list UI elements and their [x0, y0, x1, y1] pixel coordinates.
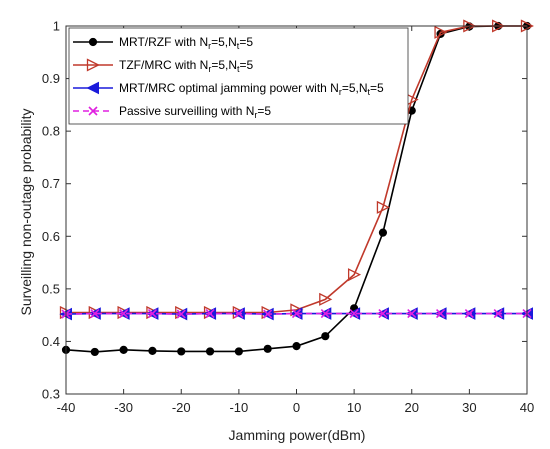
legend-text-part: =5 [239, 35, 253, 49]
legend-marker [86, 58, 100, 72]
legend-text-part: Passive surveilling with N [119, 104, 254, 118]
x-tick-label: 10 [347, 400, 361, 415]
data-point [376, 200, 390, 214]
data-point [434, 25, 448, 39]
y-tick-label: 0.9 [42, 71, 60, 86]
legend-text-part: =5 [240, 58, 254, 72]
data-point [177, 347, 186, 356]
data-point [263, 309, 273, 319]
legend-text-part: =5,N [342, 81, 368, 95]
data-point [119, 345, 128, 354]
data-point [205, 347, 215, 356]
data-point [378, 309, 388, 319]
y-tick-label: 0.4 [42, 334, 60, 349]
legend-subscript: r [254, 110, 257, 120]
legend-subscript: t [237, 41, 240, 51]
data-point [90, 347, 99, 357]
legend-text-part: MRT/MRC optimal jamming power with N [119, 81, 339, 95]
data-point [493, 309, 503, 319]
legend-subscript: r [339, 87, 342, 97]
y-axis-label: Surveilling non-outage probability [18, 108, 34, 315]
data-point [205, 309, 215, 319]
data-point [435, 309, 446, 319]
data-point [263, 344, 272, 353]
y-tick-label: 0.7 [42, 176, 60, 191]
x-tick-label: 20 [405, 400, 419, 415]
series-line [66, 25, 527, 314]
legend-text-part: MRT/RZF with N [119, 35, 208, 49]
legend-text-part: =5 [257, 104, 271, 118]
data-point [148, 346, 157, 355]
y-tick-label: 1 [53, 19, 60, 34]
x-tick-label: 40 [520, 400, 534, 415]
data-point [234, 309, 244, 319]
data-point [147, 309, 158, 319]
x-tick-label: 0 [293, 400, 300, 415]
legend-text-part: =5,N [211, 58, 237, 72]
data-point [319, 292, 333, 306]
data-point [234, 347, 243, 356]
legend-subscript: t [368, 87, 371, 97]
legend-text-part: =5 [370, 81, 384, 95]
legend-marker [88, 37, 98, 47]
legend-text-part: =5,N [211, 35, 237, 49]
data-point [321, 332, 330, 341]
legend-subscript: r [208, 41, 211, 51]
x-tick-label: -30 [114, 400, 133, 415]
y-tick-label: 0.3 [42, 387, 60, 402]
data-point [292, 342, 301, 351]
legend-entry-text: MRT/RZF with Nr=5,Nt=5 [119, 35, 253, 51]
legend-entry-text: Passive surveilling with Nr=5 [119, 104, 271, 120]
plot-frame [65, 25, 528, 395]
data-point [407, 309, 417, 319]
y-tick-label: 0.5 [42, 281, 60, 296]
legend-marker [88, 106, 98, 116]
data-point [349, 309, 359, 319]
legend-text-part: TZF/MRC with N [119, 58, 208, 72]
y-tick-label: 0.8 [42, 124, 60, 139]
data-point [464, 309, 474, 319]
x-tick-label: -10 [229, 400, 248, 415]
x-tick-label: 30 [462, 400, 476, 415]
series-4 [61, 309, 532, 319]
x-tick-label: -20 [172, 400, 191, 415]
x-axis-label: Jamming power(dBm) [229, 427, 366, 443]
data-point [119, 309, 129, 319]
data-point [90, 309, 100, 319]
x-tick-label: -40 [57, 400, 76, 415]
legend-entry-text: TZF/MRC with Nr=5,Nt=5 [119, 58, 254, 74]
legend-marker [86, 81, 99, 95]
data-point [176, 309, 186, 319]
y-tick-label: 0.6 [42, 229, 60, 244]
legend-box [68, 27, 409, 125]
data-point [291, 309, 302, 319]
legend-subscript: t [237, 64, 240, 74]
series-2 [59, 19, 534, 320]
data-point [378, 228, 388, 237]
data-point [347, 268, 362, 282]
legend-entry-text: MRT/MRC optimal jamming power with Nr=5,… [119, 81, 384, 97]
legend-subscript: r [208, 64, 211, 74]
axes-layer: -40 -30 -20 -10 0 10 20 30 40 0.3 0.4 0.5 0.6 0.7 0.8 0… [42, 19, 534, 416]
series-layer [59, 19, 534, 357]
data-point [320, 309, 330, 319]
